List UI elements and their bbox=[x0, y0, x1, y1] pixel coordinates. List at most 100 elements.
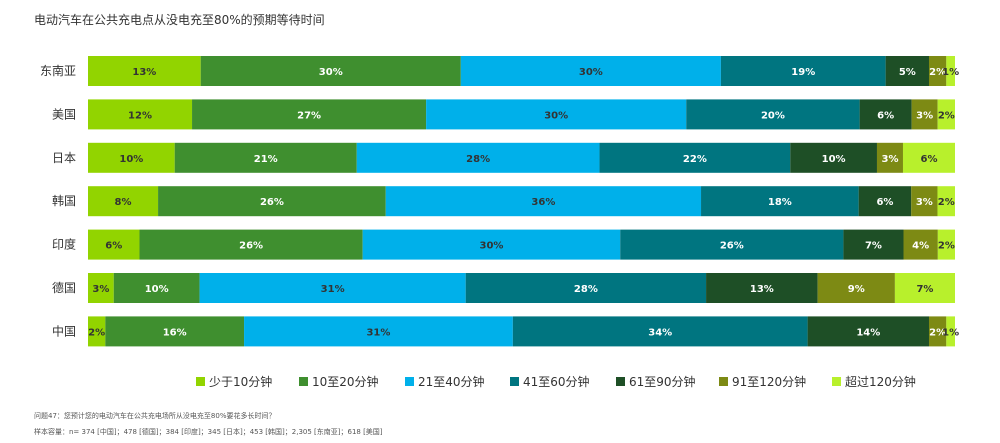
legend-label: 10至20分钟 bbox=[312, 374, 379, 389]
bar-segment bbox=[903, 229, 938, 260]
bar-segment bbox=[88, 316, 106, 347]
data-label: 1% bbox=[942, 327, 959, 338]
bar-segment bbox=[356, 142, 600, 173]
legend-swatch bbox=[616, 377, 625, 386]
data-label: 30% bbox=[479, 241, 503, 252]
data-label: 20% bbox=[761, 110, 785, 121]
bar-segment bbox=[928, 56, 947, 86]
data-label: 10% bbox=[822, 154, 846, 165]
data-label: 14% bbox=[856, 327, 880, 338]
data-label: 10% bbox=[119, 154, 143, 165]
bar-segment bbox=[807, 316, 929, 347]
bar-segment bbox=[88, 56, 201, 86]
bar-segment bbox=[512, 316, 808, 347]
bar-segment bbox=[790, 142, 877, 173]
legend-swatch bbox=[510, 377, 519, 386]
data-label: 26% bbox=[720, 241, 744, 252]
data-label: 8% bbox=[115, 197, 132, 208]
data-label: 2% bbox=[938, 110, 955, 121]
bar-segment bbox=[937, 186, 955, 217]
data-label: 28% bbox=[466, 154, 490, 165]
category-label: 美国 bbox=[52, 107, 76, 121]
bar-segment bbox=[843, 229, 904, 260]
data-label: 28% bbox=[574, 284, 598, 295]
data-label: 34% bbox=[648, 327, 672, 338]
sample-size-note: 样本容量：n= 374 [中国]；478 [德国]；384 [印度]；345 [… bbox=[34, 428, 383, 436]
legend-swatch bbox=[196, 377, 205, 386]
legend-swatch bbox=[719, 377, 728, 386]
data-label: 6% bbox=[105, 241, 122, 252]
data-label: 30% bbox=[544, 110, 568, 121]
data-label: 3% bbox=[92, 284, 109, 295]
data-label: 21% bbox=[254, 154, 278, 165]
data-label: 18% bbox=[768, 197, 792, 208]
bar-segment bbox=[88, 229, 140, 260]
bars-layer: 东南亚 13% 30% 30% 19% 5% 2%1%美国 12% 27% 30% 20% 6% 3% 2… bbox=[40, 56, 959, 347]
data-label: 6% bbox=[877, 110, 894, 121]
legend-label: 61至90分钟 bbox=[629, 374, 696, 389]
bar-segment bbox=[706, 273, 818, 303]
data-label: 30% bbox=[579, 67, 603, 78]
bar-segment bbox=[620, 229, 844, 260]
data-label: 5% bbox=[899, 67, 916, 78]
data-label: 4% bbox=[912, 241, 929, 252]
data-label: 30% bbox=[319, 67, 343, 78]
legend-swatch bbox=[405, 377, 414, 386]
bar-segment bbox=[244, 316, 513, 347]
legend-swatch bbox=[299, 377, 308, 386]
data-label: 6% bbox=[920, 154, 937, 165]
data-label: 2% bbox=[929, 327, 946, 338]
category-label: 印度 bbox=[52, 237, 76, 252]
legend-label: 21至40分钟 bbox=[418, 374, 485, 389]
bar-segment bbox=[362, 229, 621, 260]
bar-segment bbox=[885, 56, 929, 86]
bar-segment bbox=[859, 99, 912, 130]
data-label: 31% bbox=[321, 284, 345, 295]
data-label: 2% bbox=[929, 67, 946, 78]
bar-segment bbox=[937, 229, 955, 260]
data-label: 22% bbox=[683, 154, 707, 165]
bar-segment bbox=[105, 316, 245, 347]
data-label: 36% bbox=[531, 197, 555, 208]
category-label: 日本 bbox=[52, 151, 76, 165]
bar-segment bbox=[199, 273, 466, 303]
legend-label: 少于10分钟 bbox=[209, 374, 272, 389]
bar-segment bbox=[88, 273, 114, 303]
bar-segment bbox=[200, 56, 461, 86]
data-label: 13% bbox=[750, 284, 774, 295]
legend-label: 超过120分钟 bbox=[845, 374, 916, 389]
bar-segment bbox=[911, 186, 938, 217]
bar-segment bbox=[385, 186, 702, 217]
data-label: 10% bbox=[145, 284, 169, 295]
data-label: 12% bbox=[128, 110, 152, 121]
bar-segment bbox=[701, 186, 859, 217]
bar-segment bbox=[946, 316, 955, 347]
data-label: 2% bbox=[938, 197, 955, 208]
bar-segment bbox=[946, 56, 955, 86]
bar-segment bbox=[88, 99, 193, 130]
bar-segment bbox=[599, 142, 791, 173]
category-label: 中国 bbox=[52, 323, 76, 338]
bar-segment bbox=[174, 142, 357, 173]
bar-segment bbox=[911, 99, 938, 130]
data-label: 26% bbox=[260, 197, 284, 208]
bar-segment bbox=[894, 273, 955, 303]
data-label: 7% bbox=[865, 241, 882, 252]
data-label: 7% bbox=[916, 284, 933, 295]
data-label: 31% bbox=[366, 327, 390, 338]
legend-label: 91至120分钟 bbox=[732, 374, 806, 389]
legend: 少于10分钟 10至20分钟 21至40分钟 41至60分钟 61至90分钟 91至120… bbox=[196, 374, 916, 389]
bar-segment bbox=[88, 142, 175, 173]
bar-segment bbox=[937, 99, 955, 130]
bar-segment bbox=[902, 142, 955, 173]
bar-segment bbox=[460, 56, 721, 86]
bar-segment bbox=[817, 273, 895, 303]
data-label: 13% bbox=[132, 67, 156, 78]
data-label: 2% bbox=[88, 327, 105, 338]
data-label: 19% bbox=[791, 67, 815, 78]
question-footnote: 问题47：您预计您的电动汽车在公共充电场所从没电充至80%要花多长时间？ bbox=[34, 412, 276, 420]
bar-segment bbox=[686, 99, 860, 130]
bar-segment bbox=[192, 99, 427, 130]
data-label: 2% bbox=[938, 241, 955, 252]
